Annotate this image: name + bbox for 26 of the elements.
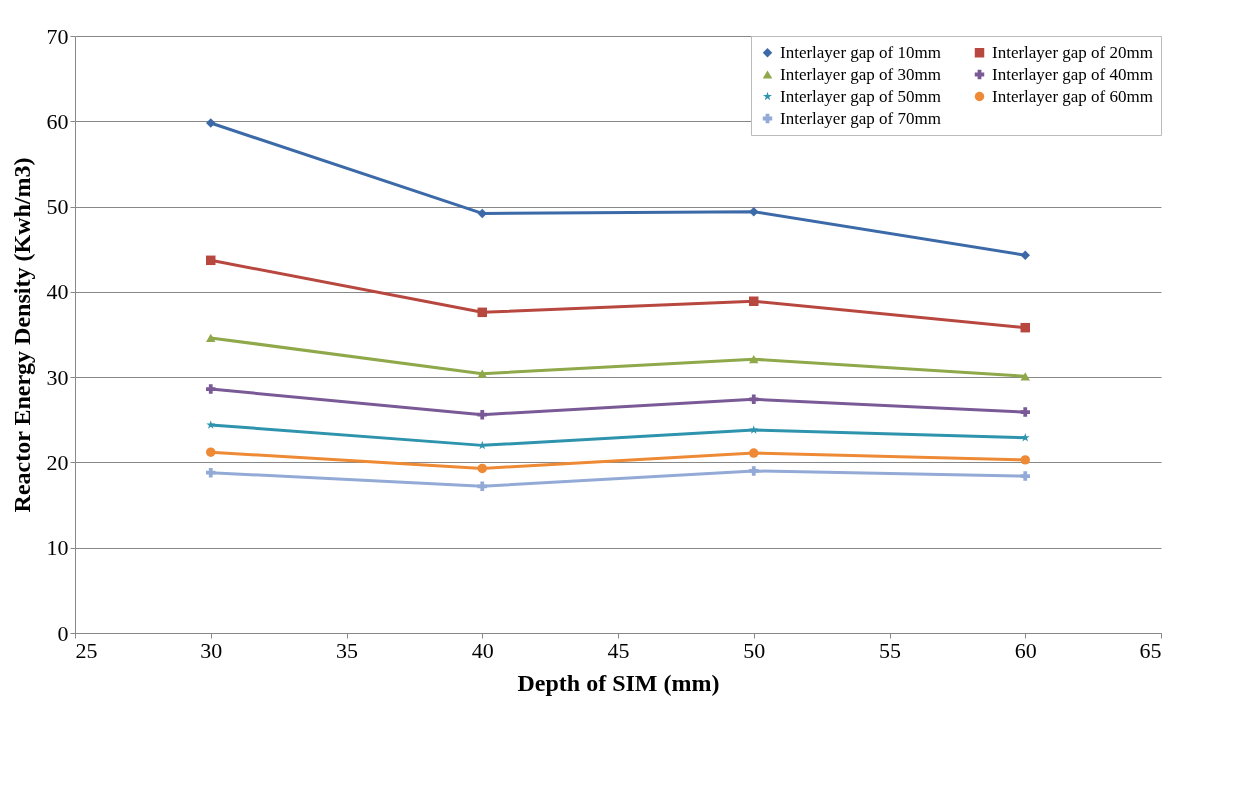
x-tick-label: 50 [743, 637, 766, 663]
legend-label: Interlayer gap of 50mm [780, 86, 941, 106]
x-tick-label: 35 [336, 637, 358, 663]
y-tick-label: 50 [46, 194, 69, 220]
legend-label: Interlayer gap of 20mm [992, 42, 1153, 62]
legend-label: Interlayer gap of 10mm [780, 42, 941, 62]
legend-label: Interlayer gap of 60mm [992, 86, 1153, 106]
y-tick-label: 20 [46, 449, 69, 475]
y-tick-label: 0 [57, 620, 69, 646]
x-tick-label: 45 [607, 637, 630, 663]
x-tick-label: 60 [1014, 637, 1037, 663]
x-tick-label: 55 [879, 637, 901, 663]
x-tick-label: 25 [75, 637, 98, 663]
legend-label: Interlayer gap of 40mm [992, 64, 1153, 84]
y-tick-label: 60 [46, 108, 69, 134]
x-axis-title: Depth of SIM (mm) [517, 669, 720, 696]
x-tick-label: 40 [471, 637, 494, 663]
y-tick-label: 10 [46, 535, 69, 561]
y-tick-label: 40 [46, 279, 69, 305]
y-axis-title: Reactor Energy Density (Kwh/m3) [8, 157, 35, 513]
x-tick-label: 65 [1139, 637, 1162, 663]
y-tick-label: 30 [46, 364, 69, 390]
x-tick-label: 30 [200, 637, 223, 663]
legend-label: Interlayer gap of 70mm [780, 108, 941, 128]
legend-label: Interlayer gap of 30mm [780, 64, 941, 84]
y-tick-label: 70 [46, 23, 69, 49]
